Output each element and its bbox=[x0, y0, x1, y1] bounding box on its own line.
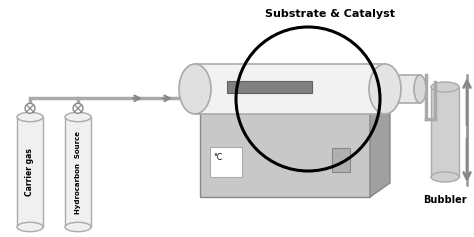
Bar bbox=[332, 148, 350, 172]
Ellipse shape bbox=[17, 222, 43, 232]
Text: °C: °C bbox=[213, 153, 222, 162]
Bar bbox=[17, 117, 43, 227]
Ellipse shape bbox=[431, 82, 459, 92]
Circle shape bbox=[25, 103, 35, 113]
Circle shape bbox=[73, 103, 83, 113]
Ellipse shape bbox=[369, 64, 401, 114]
Text: Hydrocarbon  Source: Hydrocarbon Source bbox=[75, 131, 81, 214]
Ellipse shape bbox=[414, 75, 426, 103]
Ellipse shape bbox=[65, 112, 91, 122]
Text: Carrier gas: Carrier gas bbox=[26, 148, 35, 196]
Polygon shape bbox=[200, 95, 390, 109]
Bar bbox=[200, 109, 370, 197]
Polygon shape bbox=[370, 95, 390, 197]
Ellipse shape bbox=[431, 172, 459, 182]
Bar bbox=[210, 147, 242, 177]
Bar bbox=[65, 117, 91, 227]
Text: Bubbler: Bubbler bbox=[423, 195, 467, 205]
Text: Substrate & Catalyst: Substrate & Catalyst bbox=[265, 9, 395, 19]
Ellipse shape bbox=[65, 222, 91, 232]
Bar bbox=[385, 75, 420, 103]
Ellipse shape bbox=[179, 64, 211, 114]
Bar bbox=[195, 64, 385, 114]
Ellipse shape bbox=[17, 112, 43, 122]
Bar bbox=[431, 87, 459, 177]
Bar bbox=[228, 81, 312, 93]
